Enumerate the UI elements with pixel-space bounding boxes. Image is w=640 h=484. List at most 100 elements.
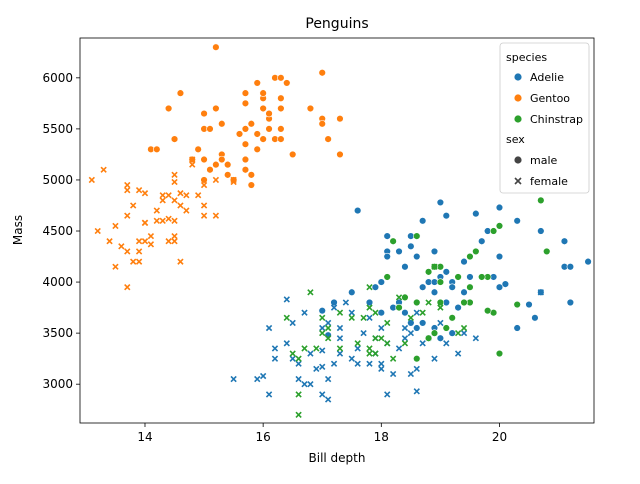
point-gentoo-male [336,150,344,159]
point-chinstrap-male [413,232,421,240]
point-gentoo-male [277,104,285,113]
point-adelie-female [307,381,314,388]
point-chinstrap-female [324,335,332,342]
point-adelie-male [478,237,486,245]
legend-label-female: female [530,175,568,188]
point-adelie-male [566,298,575,307]
legend-marker-male [514,156,522,164]
point-gentoo-female [135,238,143,245]
point-adelie-female [307,350,314,357]
point-chinstrap-female [425,299,432,306]
point-adelie-female [319,391,326,398]
point-gentoo-male [235,130,244,138]
point-adelie-female [537,289,544,296]
point-gentoo-male [241,140,250,148]
point-gentoo-female [141,238,149,245]
point-adelie-male [407,242,415,251]
point-adelie-female [378,360,385,367]
point-adelie-male [460,257,468,266]
point-chinstrap-male [537,196,545,205]
x-tick-label: 16 [256,430,271,444]
point-gentoo-male [277,125,285,133]
point-adelie-female [301,381,308,388]
point-chinstrap-female [366,350,373,357]
point-chinstrap-female [460,324,468,332]
x-tick-label: 20 [492,430,507,444]
point-chinstrap-male [472,247,480,256]
point-adelie-male [436,334,445,342]
point-adelie-male [377,278,386,286]
point-chinstrap-female [336,309,344,316]
point-gentoo-male [259,89,267,97]
legend-label-chinstrap: Chinstrap [530,113,583,126]
point-adelie-male [353,206,362,215]
point-gentoo-female [183,192,190,199]
point-adelie-male [413,252,421,261]
point-chinstrap-male [424,334,433,342]
point-gentoo-male [241,166,250,174]
point-adelie-female [384,391,391,398]
point-adelie-female [437,319,444,327]
point-adelie-female [460,329,468,337]
point-gentoo-male [318,120,326,128]
point-gentoo-male [200,109,208,118]
x-axis-label: Bill depth [309,451,366,465]
point-gentoo-female [124,181,131,189]
point-adelie-female [319,324,326,332]
point-chinstrap-male [436,278,445,286]
point-chinstrap-female [419,309,426,316]
point-gentoo-male [200,176,208,184]
point-chinstrap-male [483,306,492,315]
point-chinstrap-female [366,304,373,311]
point-adelie-male [395,247,403,256]
point-chinstrap-female [384,319,391,327]
point-gentoo-female [230,178,237,186]
point-adelie-female [413,309,420,316]
point-adelie-female [366,314,373,321]
point-adelie-female [431,355,438,362]
point-gentoo-male [164,104,173,113]
point-gentoo-female [112,263,119,270]
point-gentoo-male [318,69,326,77]
point-adelie-female [265,324,273,332]
point-adelie-male [436,198,445,207]
point-gentoo-female [124,248,131,255]
point-gentoo-female [177,202,184,209]
point-adelie-male [430,288,439,296]
point-adelie-female [295,360,302,367]
point-gentoo-male [306,104,315,113]
point-gentoo-female [189,156,196,163]
point-chinstrap-female [313,345,320,352]
point-adelie-male [531,314,539,322]
point-chinstrap-male [460,298,468,307]
point-gentoo-female [141,219,149,227]
points-layer [88,43,592,418]
point-gentoo-female [171,232,178,240]
point-gentoo-female [159,217,166,224]
point-gentoo-male [212,160,220,169]
point-adelie-male [383,252,391,261]
point-adelie-female [336,324,344,332]
point-chinstrap-male [466,252,474,261]
point-gentoo-female [200,212,208,219]
point-chinstrap-female [366,284,373,291]
point-adelie-female [289,355,296,362]
point-adelie-female [378,324,385,332]
point-chinstrap-male [430,329,439,337]
point-gentoo-male [259,104,267,113]
legend-marker-female [514,177,522,185]
point-adelie-female [271,345,279,352]
point-gentoo-male [218,155,226,164]
point-chinstrap-female [389,355,397,362]
y-tick-label: 4500 [42,224,73,238]
point-gentoo-male [336,114,344,123]
point-gentoo-female [159,197,166,204]
point-gentoo-female [177,190,184,197]
point-adelie-male [377,309,386,317]
point-chinstrap-female [307,289,314,296]
point-adelie-female [401,335,409,342]
point-chinstrap-male [413,354,421,363]
point-adelie-female [330,304,338,311]
